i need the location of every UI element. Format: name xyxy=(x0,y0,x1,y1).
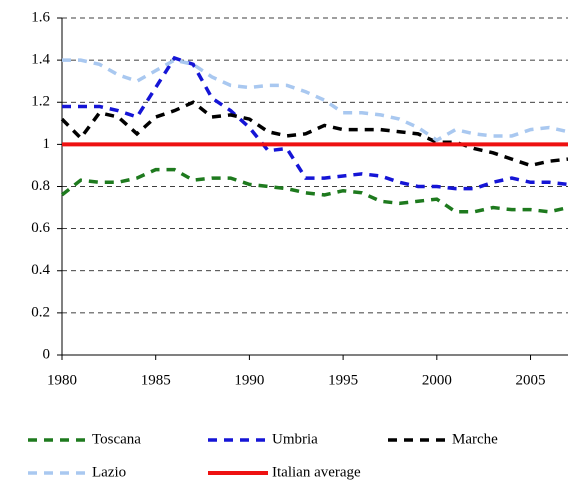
x-tick-label: 1985 xyxy=(141,372,171,388)
series-line xyxy=(60,167,568,214)
series-line xyxy=(60,100,568,168)
y-tick-label: 1.2 xyxy=(31,94,50,110)
legend-label: Marche xyxy=(452,431,498,447)
series-line xyxy=(62,58,568,143)
y-tick-label: 0 xyxy=(43,346,51,362)
y-tick-label: 1.6 xyxy=(31,9,50,25)
x-tick-label: 2000 xyxy=(422,372,452,388)
y-tick-label: 0.6 xyxy=(31,220,50,236)
x-tick-label: 1990 xyxy=(234,372,264,388)
y-tick-label: 1 xyxy=(43,136,51,152)
legend-label: Umbria xyxy=(272,431,318,447)
legend-label: Italian average xyxy=(272,464,361,480)
legend-label: Lazio xyxy=(92,464,126,480)
y-tick-label: 1.4 xyxy=(31,52,50,68)
x-tick-label: 1980 xyxy=(47,372,77,388)
x-tick-label: 1995 xyxy=(328,372,358,388)
x-tick-label: 2005 xyxy=(516,372,546,388)
legend-label: Toscana xyxy=(92,431,141,447)
series-line xyxy=(62,55,568,191)
y-tick-label: 0.4 xyxy=(31,262,50,278)
y-tick-label: 0.2 xyxy=(31,304,50,320)
y-tick-label: 0.8 xyxy=(31,178,50,194)
